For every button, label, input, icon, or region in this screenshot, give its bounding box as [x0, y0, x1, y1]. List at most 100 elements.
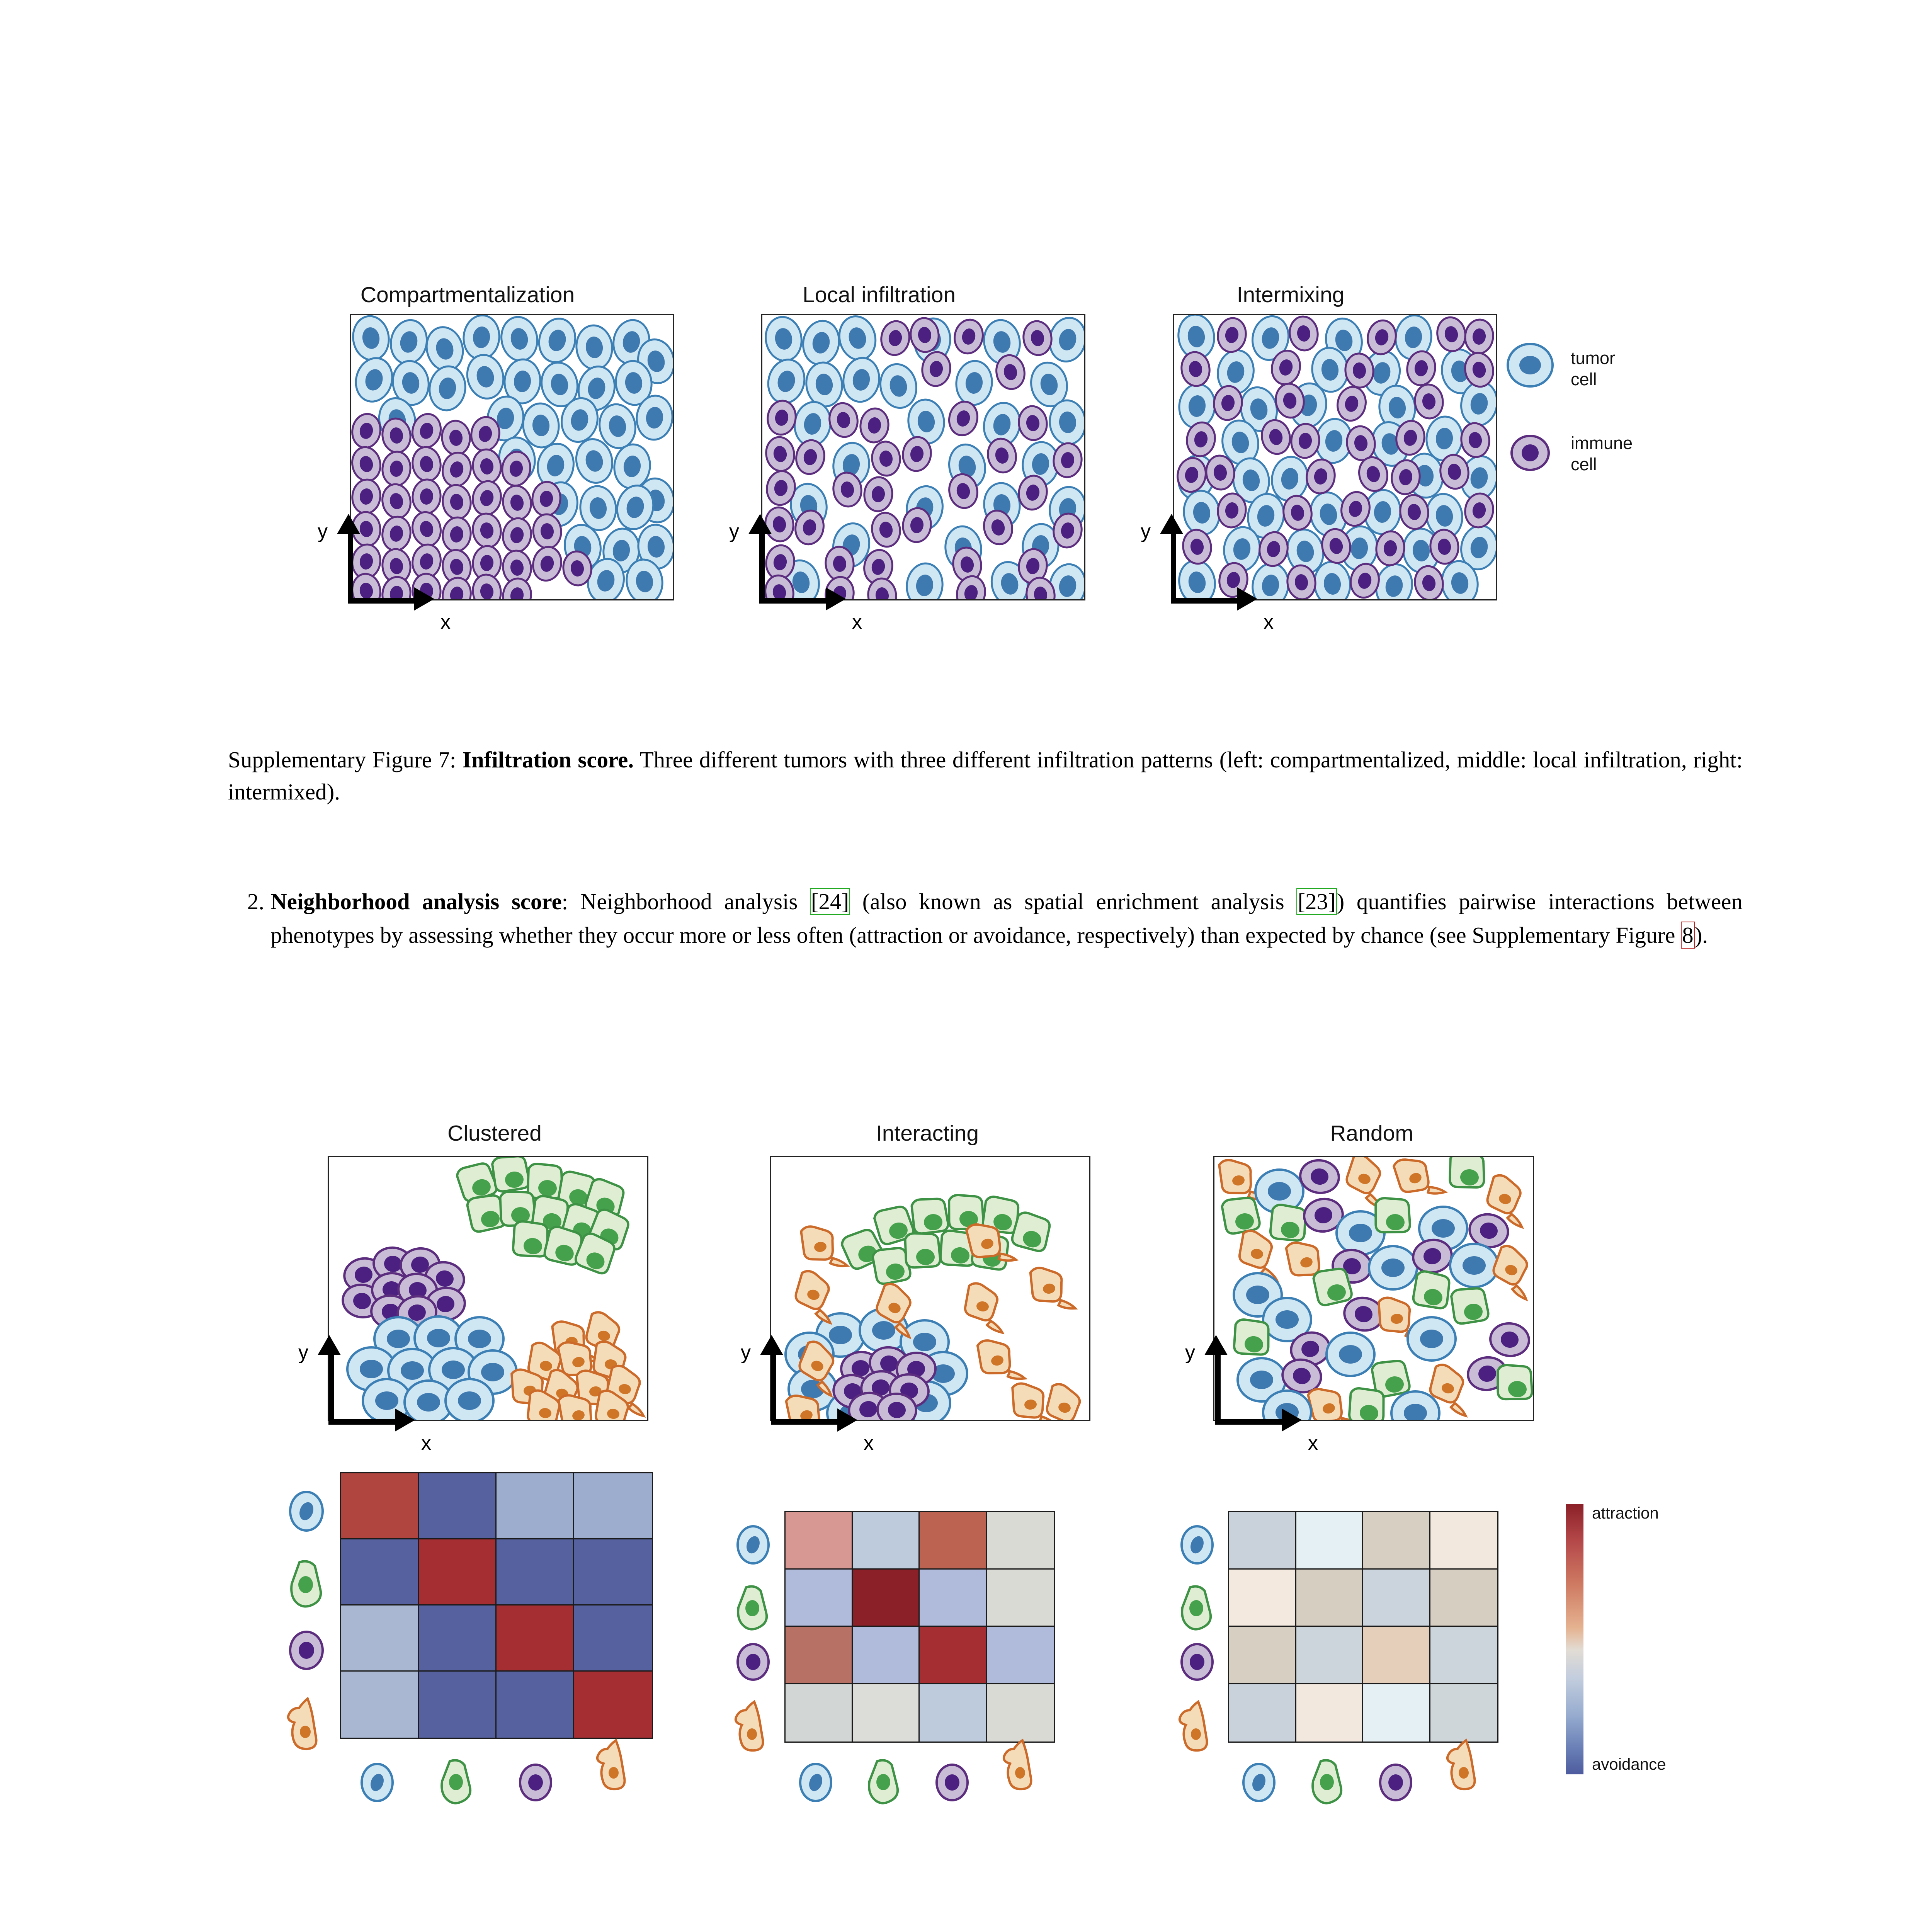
tumor-cell-legend-label: tumor cell: [1571, 348, 1615, 390]
figure7-panel-title-3: Intermixing: [1236, 282, 1345, 307]
colorbar-bottom-label: avoidance: [1592, 1755, 1666, 1773]
figure7-axis-2: [736, 514, 860, 614]
heatmap-cell: [786, 1569, 853, 1627]
figure7-x-label-2: x: [852, 611, 862, 633]
heatmap-clustered-col-icon-green: [439, 1758, 474, 1806]
figure7-axis-3: [1148, 514, 1271, 614]
figure8-panel-title-3: Random: [1330, 1121, 1413, 1146]
heatmap-cell: [574, 1605, 652, 1672]
figure8-x-label-1: x: [421, 1432, 431, 1454]
figure8-panel-title-2: Interacting: [876, 1121, 979, 1146]
heatmap-cell: [1296, 1512, 1363, 1570]
heatmap-cell: [986, 1569, 1054, 1627]
heatmap-cell: [1430, 1684, 1497, 1742]
figure7-x-label-3: x: [1264, 611, 1274, 633]
tumor-cell-icon: [1505, 340, 1555, 390]
figure8-y-label-2: y: [741, 1341, 751, 1364]
figure8-x-label-2: x: [864, 1432, 874, 1454]
figure8-panel-title-1: Clustered: [447, 1121, 542, 1146]
heatmap-cell: [419, 1539, 497, 1605]
heatmap-cell: [920, 1512, 987, 1570]
heatmap-cell: [986, 1512, 1054, 1570]
colorbar-top-label: attraction: [1592, 1504, 1659, 1522]
heatmap-cell: [1229, 1569, 1296, 1627]
heatmap-interacting-row-icon-orange: [733, 1699, 771, 1752]
heatmap-cell: [1296, 1684, 1363, 1742]
heatmap-cell: [852, 1684, 920, 1742]
heatmap-cell: [1229, 1684, 1296, 1742]
heatmap-cell: [852, 1627, 920, 1684]
tumor-legend-line1: tumor: [1571, 348, 1616, 368]
figure7-y-label-1: y: [318, 520, 328, 543]
heatmap-clustered-row-icon-green: [288, 1559, 325, 1609]
heatmap-cell: [1430, 1627, 1497, 1684]
figure8-caption-prefix: Supplementary Figure 8:: [228, 1928, 456, 1932]
figure8-axis-1: [305, 1335, 429, 1435]
heatmap-clustered-col-icon-blue: [359, 1762, 395, 1803]
heatmap-cell: [1430, 1512, 1497, 1570]
heatmap-cell: [497, 1539, 574, 1605]
neighborhood-colorbar: [1566, 1504, 1583, 1774]
list-item-2: 2. Neighborhood analysis score: Neighbor…: [247, 885, 1743, 952]
heatmap-cell: [1296, 1627, 1363, 1684]
heatmap-cell: [786, 1684, 853, 1742]
figure7-panel-title-2: Local infiltration: [802, 282, 956, 307]
heatmap-random-col-icon-orange: [1445, 1738, 1483, 1791]
heatmap-clustered-row-icon-orange: [286, 1696, 325, 1750]
heatmap-interacting-col-icon-orange: [1002, 1738, 1039, 1791]
list-item-2-term: Neighborhood analysis score: [270, 889, 562, 914]
heatmap-interacting-row-icon-purple: [735, 1641, 771, 1682]
figure7-x-label-1: x: [440, 611, 451, 633]
heatmap-interacting-row-icon-blue: [735, 1524, 771, 1565]
figure7-axis-1: [325, 514, 448, 614]
heatmap-cell: [497, 1672, 574, 1738]
heatmap-cell: [920, 1684, 987, 1742]
heatmap-cell: [574, 1473, 652, 1539]
heatmap-random-row-icon-purple: [1179, 1641, 1215, 1682]
figure7-panel-1-frame: [350, 314, 674, 600]
citation-24[interactable]: [24]: [810, 888, 850, 915]
heatmap-random: [1228, 1511, 1498, 1743]
heatmap-cell: [574, 1539, 652, 1605]
heatmap-cell: [1229, 1512, 1296, 1570]
heatmap-clustered-col-icon-purple: [518, 1762, 553, 1803]
heatmap-cell: [1430, 1569, 1497, 1627]
heatmap-cell: [419, 1605, 497, 1672]
immune-legend-line2: cell: [1571, 454, 1597, 474]
heatmap-interacting: [784, 1511, 1055, 1743]
list-item-2-text-c: ) quantifies pairwise interactions betwe…: [270, 889, 1743, 948]
heatmap-interacting-col-icon-green: [866, 1758, 902, 1806]
figure8-y-label-3: y: [1185, 1341, 1195, 1364]
reference-figure-8[interactable]: 8: [1681, 921, 1695, 949]
figure7-caption-text: Three different tumors with three differ…: [228, 747, 1743, 804]
list-item-2-text-b: (also known as spatial enrichment analys…: [850, 889, 1297, 914]
heatmap-cell: [1296, 1569, 1363, 1627]
heatmap-cell: [497, 1473, 574, 1539]
citation-23[interactable]: [23]: [1296, 888, 1337, 915]
figure7-caption-bold: Infiltration score.: [462, 747, 634, 772]
heatmap-cell: [986, 1627, 1054, 1684]
heatmap-cell: [920, 1627, 987, 1684]
list-item-2-number: 2.: [247, 889, 264, 914]
heatmap-interacting-row-icon-green: [735, 1584, 771, 1632]
heatmap-clustered-row-icon-blue: [288, 1490, 325, 1533]
heatmap-clustered-col-icon-orange: [595, 1738, 633, 1791]
heatmap-cell: [419, 1473, 497, 1539]
heatmap-random-col-icon-blue: [1241, 1762, 1277, 1803]
heatmap-random-col-icon-purple: [1378, 1762, 1413, 1803]
tumor-legend-line2: cell: [1571, 369, 1597, 389]
immune-cell-legend-label: immune cell: [1571, 433, 1633, 475]
heatmap-cell: [419, 1672, 497, 1738]
heatmap-cell: [986, 1684, 1054, 1742]
figure8-panel-2-frame: [770, 1156, 1090, 1421]
heatmap-random-row-icon-green: [1179, 1584, 1215, 1632]
figure7-panel-title-1: Compartmentalization: [360, 282, 575, 307]
heatmap-cell: [1363, 1627, 1430, 1684]
heatmap-cell: [786, 1512, 853, 1570]
heatmap-random-row-icon-orange: [1177, 1699, 1215, 1752]
heatmap-cell: [920, 1569, 987, 1627]
green-arc: [840, 1194, 1054, 1284]
figure7-caption-prefix: Supplementary Figure 7:: [228, 747, 456, 772]
heatmap-clustered: [340, 1472, 653, 1739]
heatmap-random-col-icon-green: [1310, 1758, 1345, 1806]
